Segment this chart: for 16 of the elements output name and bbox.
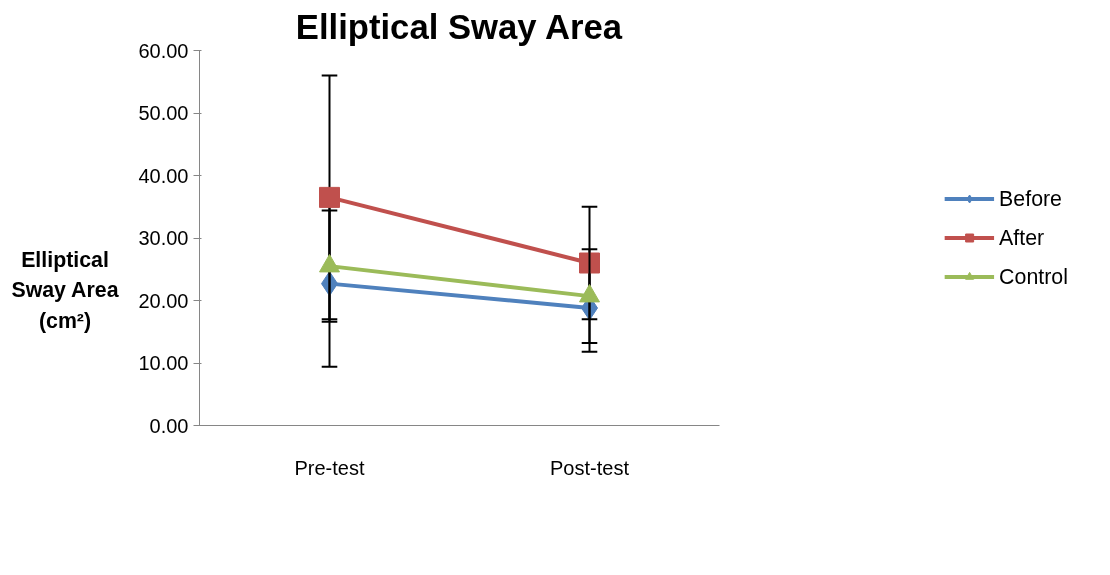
x-tick-label: Post-test	[550, 456, 630, 479]
chart-title: Elliptical Sway Area	[295, 7, 623, 46]
point	[579, 252, 600, 274]
y-tick-label: 50.00	[138, 102, 189, 124]
point	[319, 186, 340, 208]
legend-label: Before	[999, 186, 1062, 211]
legend-label: After	[999, 225, 1045, 250]
y-axis-title: Elliptical Sway Area (cm²)	[10, 247, 120, 335]
y-tick-label: 10.00	[138, 352, 189, 374]
legend-label: Control	[999, 264, 1068, 289]
y-tick-label: 0.00	[149, 414, 189, 437]
y-tick-label: 40.00	[138, 164, 189, 187]
x-tick-label: Pre-test	[294, 456, 365, 479]
y-tick-label: 30.00	[138, 227, 189, 249]
y-tick-label: 20.00	[138, 289, 189, 312]
y-tick-label: 60.00	[138, 39, 189, 62]
